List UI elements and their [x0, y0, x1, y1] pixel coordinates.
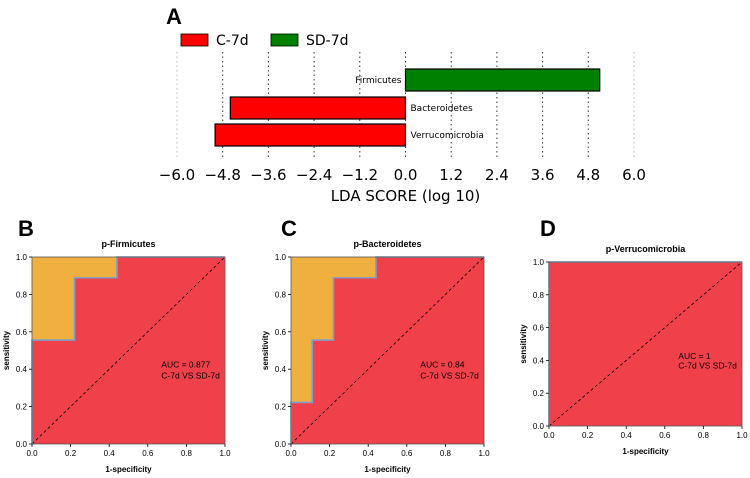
bar-label-verrucomicrobia: Verrucomicrobia	[411, 131, 484, 141]
comparison-label: C-7d VS SD-7d	[678, 361, 737, 371]
y-tick-label: 0.8	[16, 290, 28, 299]
x-tick-label: −6.0	[159, 166, 195, 184]
plot-frame	[548, 261, 743, 427]
x-tick-label: 0.6	[659, 431, 671, 440]
x-axis-title: LDA SCORE (log 10)	[331, 187, 481, 205]
x-axis-title: 1-specificity	[364, 465, 411, 474]
diagonal-reference-line	[290, 256, 485, 445]
auc-label: AUC = 1	[678, 351, 711, 361]
plot-frame	[290, 256, 485, 445]
roc-gap-fill	[32, 257, 225, 444]
x-tick-label: 0.0	[394, 166, 418, 184]
x-tick-label: 0.4	[621, 431, 633, 440]
panel-letter-c: C	[281, 216, 297, 241]
bar-label-bacteroidetes: Bacteroidetes	[411, 104, 474, 114]
panel-letter-b: B	[18, 216, 34, 241]
x-tick-label: 0.4	[363, 449, 375, 458]
y-tick-label: 0.8	[533, 291, 545, 300]
y-tick-label: 0.0	[533, 422, 545, 431]
bar-bacteroidetes	[229, 96, 407, 120]
x-tick-label: 1.2	[439, 166, 463, 184]
y-tick-label: 0.2	[275, 403, 287, 412]
x-tick-label: 1.0	[736, 431, 748, 440]
comparison-label: C-7d VS SD-7d	[161, 371, 220, 381]
y-tick-label: 0.4	[533, 356, 545, 365]
y-tick-label: 0.2	[533, 389, 545, 398]
bar-verrucomicrobia	[214, 123, 407, 147]
legend-label-sd-7d: SD-7d	[306, 33, 349, 49]
x-tick-label: 0.6	[142, 449, 154, 458]
lda-chart: −6.0 −4.8 −3.6 −2.4 −1.2 0.0 1.2 2.4 3.6 4.8 6.0 LD…	[159, 33, 646, 205]
y-tick-label: 0.0	[16, 440, 28, 449]
y-tick-label: 0.6	[275, 328, 287, 337]
x-tick-label: 0.8	[698, 431, 710, 440]
roc-gap-fill	[291, 257, 484, 444]
panel-letter-a: A	[166, 4, 182, 29]
legend-label-c-7d: C-7d	[216, 33, 249, 49]
x-tick-label: 0.2	[65, 449, 77, 458]
x-tick-label: 3.6	[531, 166, 555, 184]
y-tick-label: 1.0	[533, 258, 545, 267]
x-tick-label: −2.4	[296, 166, 332, 184]
x-tick-label: 0.4	[104, 449, 116, 458]
x-tick-label: 4.8	[576, 166, 600, 184]
x-tick-label: 0.8	[181, 449, 193, 458]
x-tick-label: −3.6	[250, 166, 286, 184]
x-tick-label: 6.0	[622, 166, 646, 184]
auc-label: AUC = 0.877	[161, 359, 210, 369]
x-tick-label: 0.0	[543, 431, 555, 440]
x-tick-label: 0.2	[582, 431, 594, 440]
roc-chart-firmicutes: 0.00.0 0.2 0.2 0.4 0.4 0.6 0.6 0.8 0.8 1.0 1.0 p-Fi…	[2, 239, 231, 474]
chart-title-bacteroidetes: p-Bacteroidetes	[353, 239, 421, 249]
diagonal-reference-line	[548, 261, 743, 427]
x-tick-label: −1.2	[342, 166, 378, 184]
y-tick-label: 0.8	[275, 290, 287, 299]
x-tick-label: 0.0	[285, 449, 297, 458]
legend-swatch-c-7d	[180, 33, 209, 47]
x-tick-label: 0.0	[26, 449, 38, 458]
auc-label: AUC = 0.84	[420, 359, 464, 369]
chart-title-verrucomicrobia: p-Verrucomicrobia	[606, 244, 687, 254]
x-tick-label: 1.0	[478, 449, 490, 458]
roc-chart-verrucomicrobia: 0.00.0 0.2 0.2 0.4 0.4 0.6 0.6 0.8 0.8 1.0 1.0 p-Ve…	[519, 244, 748, 456]
y-tick-label: 0.2	[16, 403, 28, 412]
x-axis-title: 1-specificity	[105, 465, 152, 474]
y-axis-title: sensitivity	[519, 324, 528, 364]
y-tick-label: 0.6	[533, 324, 545, 333]
roc-curve	[290, 256, 484, 444]
x-tick-label: −4.8	[204, 166, 240, 184]
x-axis-title: 1-specificity	[622, 447, 669, 456]
x-tick-label: 0.8	[440, 449, 452, 458]
y-tick-label: 1.0	[16, 253, 28, 262]
comparison-label: C-7d VS SD-7d	[420, 371, 479, 381]
y-axis-title: sensitivity	[261, 330, 270, 370]
x-tick-label: 2.4	[485, 166, 509, 184]
y-tick-label: 0.0	[275, 440, 287, 449]
bar-firmicutes	[404, 68, 601, 92]
y-tick-label: 0.6	[16, 328, 28, 337]
roc-chart-bacteroidetes: 0.00.0 0.2 0.2 0.4 0.4 0.6 0.6 0.8 0.8 1.0 1.0 p-Ba…	[261, 239, 490, 474]
diagonal-reference-line	[31, 256, 226, 445]
y-tick-label: 0.4	[16, 365, 28, 374]
x-tick-label: 0.6	[401, 449, 413, 458]
bar-label-firmicutes: Firmicutes	[355, 76, 402, 86]
y-tick-label: 0.4	[275, 365, 287, 374]
y-tick-label: 1.0	[275, 253, 287, 262]
x-tick-label: 1.0	[219, 449, 231, 458]
y-axis-title: sensitivity	[2, 330, 11, 370]
legend-swatch-sd-7d	[270, 33, 299, 47]
plot-frame	[31, 256, 226, 445]
x-tick-label: 0.2	[324, 449, 336, 458]
chart-title-firmicutes: p-Firmicutes	[101, 239, 155, 249]
panel-letter-d: D	[540, 216, 556, 241]
